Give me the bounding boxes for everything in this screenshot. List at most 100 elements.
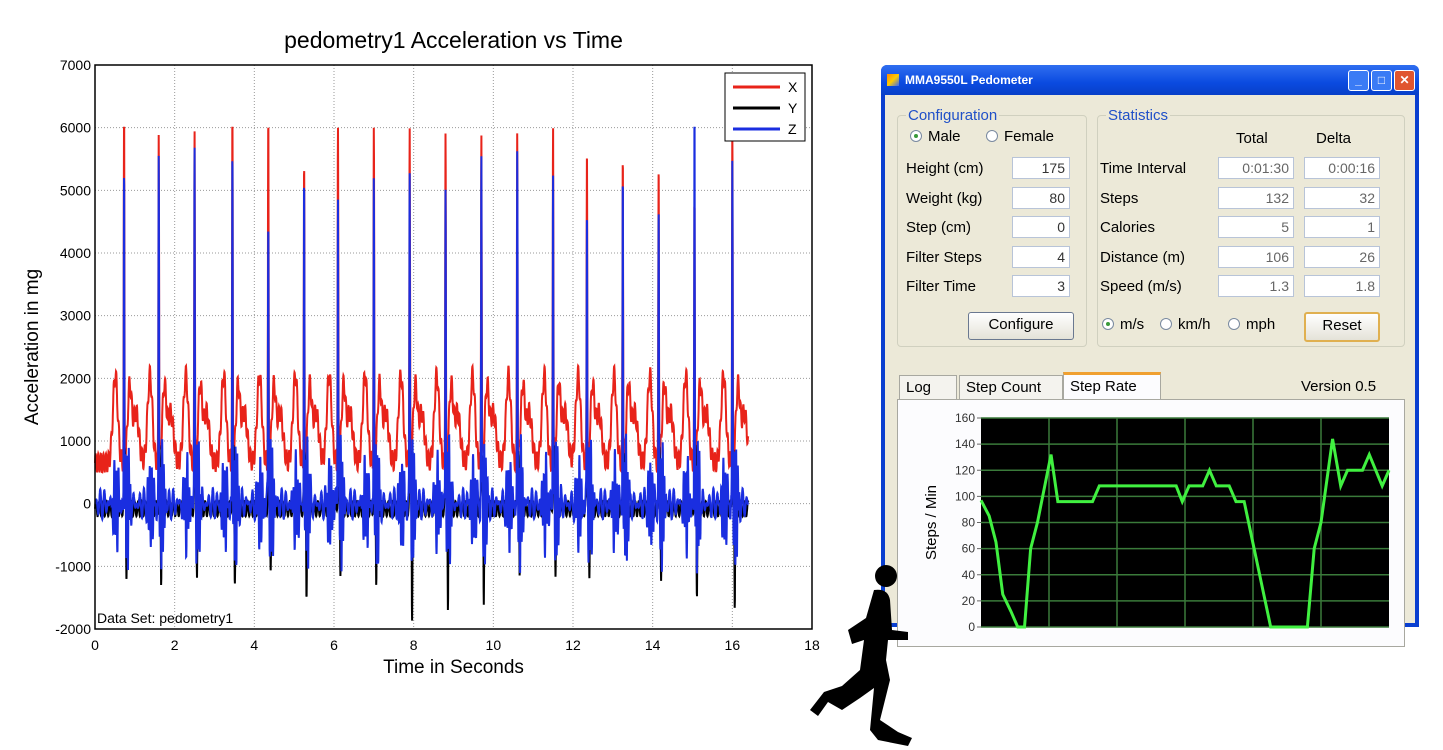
stat-label: Steps [1100,189,1139,207]
stat-total-field: 0:01:30 [1218,157,1294,179]
config-field-input[interactable]: 175 [1012,157,1070,179]
rate-y-tick-label: 140 [955,437,975,451]
radio-male[interactable]: Male [910,128,961,145]
y-axis-label: Acceleration in mg [22,269,43,425]
radio-unit-mph[interactable]: mph [1228,316,1275,333]
config-field-input[interactable]: 4 [1012,245,1070,268]
stat-label: Time Interval [1100,160,1187,177]
y-tick-label: 5000 [60,182,91,198]
radio-unit-indicator[interactable] [1160,318,1172,330]
chart-title: pedometry1 Acceleration vs Time [284,27,623,53]
acceleration-chart: 0 2 4 6 8 10 12 14 16 18 -2000 -1000 0 1000 2000 3000 40… [22,27,820,678]
rate-y-tick-label: 20 [962,594,976,608]
app-icon [887,74,899,86]
config-field-input[interactable]: 0 [1012,216,1070,238]
x-tick-label: 16 [725,637,741,653]
statistics-title: Statistics [1106,107,1171,124]
runner-silhouette-icon [810,565,912,746]
config-field-label: Height (cm) [906,160,984,177]
tab-step-count[interactable]: Step Count [959,375,1063,399]
config-field-label: Filter Steps [906,248,982,266]
dataset-annotation: Data Set: pedometry1 [97,610,233,626]
tab-log[interactable]: Log [899,375,957,399]
y-tick-label: 3000 [60,308,91,324]
rate-y-tick-label: 80 [962,516,976,530]
radio-male-indicator[interactable] [910,130,922,142]
stat-total-field: 1.3 [1218,275,1294,297]
x-tick-label: 14 [645,637,661,653]
configure-button[interactable]: Configure [968,312,1074,340]
radio-unit-indicator[interactable] [1228,318,1240,330]
radio-unit-km-h[interactable]: km/h [1160,316,1211,333]
step-rate-chart: 0 20 40 60 80 100 120 140 160 Steps / Min [923,411,1391,634]
rate-y-tick-label: 160 [955,411,975,425]
reset-button[interactable]: Reset [1304,312,1380,342]
stat-delta-field: 32 [1304,186,1380,209]
step-rate-panel: 0 20 40 60 80 100 120 140 160 Steps / Min [897,399,1405,647]
radio-unit-indicator[interactable] [1102,318,1114,330]
legend-label-x: X [788,79,798,95]
plot-frame [94,64,813,630]
statistics-group: Statistics Total Delta Time Interval 0:01… [1097,107,1405,347]
y-tick-label: 1000 [60,433,91,449]
stat-total-field: 106 [1218,245,1294,268]
window-client: Configuration Male Female Height (cm) 175… [885,95,1415,647]
stat-label: Calories [1100,219,1156,236]
version-label: Version 0.5 [1301,378,1377,395]
x-tick-label: 12 [565,637,581,653]
pedometer-window: MMA9550L Pedometer _ □ ✕ Configuration M… [881,65,1419,647]
window-title: MMA9550L Pedometer [905,73,1033,87]
y-tick-label: -2000 [55,621,91,637]
radio-male-label: Male [928,128,961,145]
legend-label-y: Y [788,100,798,116]
y-tick-label: -1000 [55,558,91,574]
x-axis-label: Time in Seconds [383,657,524,678]
stat-delta-field: 0:00:16 [1304,157,1380,179]
column-delta: Delta [1316,130,1352,147]
stat-label: Distance (m) [1100,248,1186,266]
config-field-input[interactable]: 80 [1012,186,1070,209]
rate-y-tick-label: 40 [962,568,976,582]
x-tick-label: 2 [171,637,179,653]
stat-delta-field: 26 [1304,245,1380,268]
x-tick-label: 10 [486,637,502,653]
rate-y-axis-label: Steps / Min [923,485,940,560]
column-total: Total [1236,130,1268,147]
stat-total-field: 5 [1218,216,1294,238]
y-tick-label: 0 [83,496,91,512]
x-tick-label: 18 [804,637,820,653]
tab-step-rate[interactable]: Step Rate [1063,372,1161,400]
legend-label-z: Z [788,121,797,137]
x-tick-label: 8 [410,637,418,653]
radio-unit-label: m/s [1120,316,1145,333]
minimize-button[interactable]: _ [1348,69,1369,91]
step-rate-line [979,438,1391,629]
rate-y-tick-label: 0 [968,620,975,634]
config-field-label: Filter Time [906,278,977,295]
x-tick-label: 0 [91,637,99,653]
configuration-title: Configuration [906,107,1000,124]
stat-delta-field: 1.8 [1304,275,1380,297]
maximize-button[interactable]: □ [1371,69,1392,91]
radio-female[interactable]: Female [986,128,1054,145]
x-tick-label: 4 [250,637,258,653]
series-line-x [94,126,750,475]
config-field-label: Step (cm) [906,219,972,236]
radio-unit-label: km/h [1178,316,1211,333]
configuration-group: Configuration Male Female Height (cm) 175… [897,107,1087,347]
config-field-input[interactable]: 3 [1012,275,1070,297]
rate-y-tick-label: 60 [962,542,976,556]
rate-y-tick-label: 120 [955,463,975,477]
radio-female-label: Female [1004,128,1055,145]
y-tick-label: 7000 [60,57,91,73]
radio-unit-m-s[interactable]: m/s [1102,316,1144,333]
y-tick-label: 4000 [60,245,91,261]
y-tick-label: 6000 [60,120,91,136]
x-tick-label: 6 [330,637,338,653]
title-bar: MMA9550L Pedometer _ □ ✕ [881,65,1419,95]
series-line-z [94,126,749,574]
close-button[interactable]: ✕ [1394,69,1415,91]
config-field-label: Weight (kg) [906,189,983,207]
radio-female-indicator[interactable] [986,130,998,142]
plot-area [95,65,812,629]
